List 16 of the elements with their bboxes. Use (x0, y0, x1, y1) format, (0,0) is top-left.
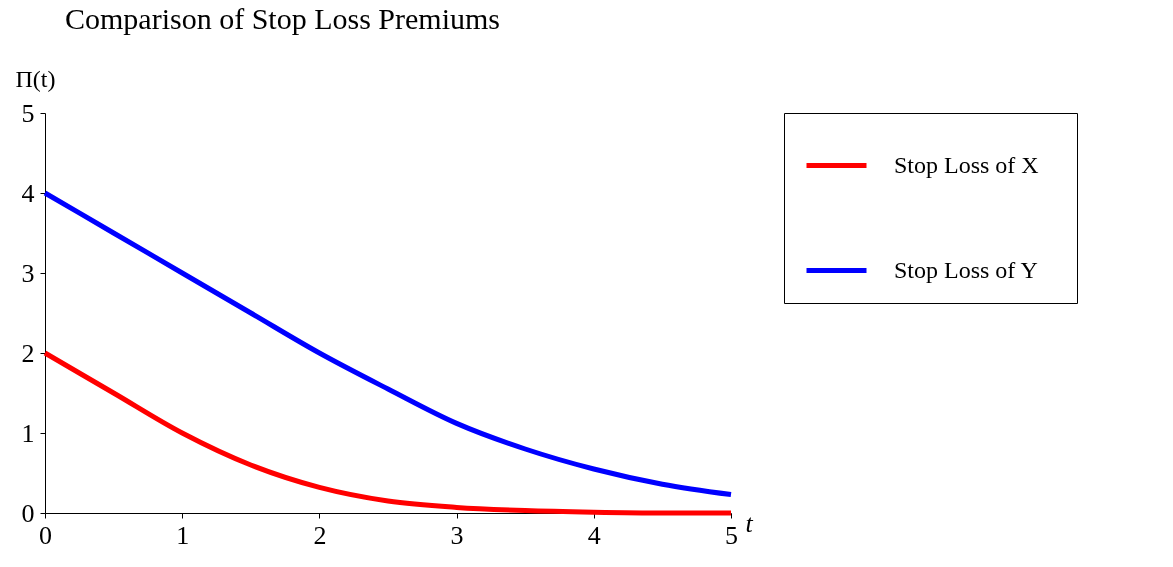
x-tick-label: 5 (725, 520, 738, 550)
y-axis-title: Π(t) (15, 65, 56, 92)
y-tick-label: 0 (21, 498, 35, 528)
x-tick-label: 1 (176, 520, 190, 550)
y-tick-label: 2 (21, 338, 35, 368)
chart-title: Comparison of Stop Loss Premiums (65, 2, 501, 35)
x-tick-label: 3 (450, 520, 464, 550)
y-tick-label: 4 (21, 178, 35, 208)
legend-label: Stop Loss of X (894, 151, 1039, 178)
x-tick-label: 2 (313, 520, 327, 550)
y-tick-label: 3 (21, 258, 35, 288)
legend-label: Stop Loss of Y (894, 256, 1038, 283)
x-tick-label: 4 (587, 520, 601, 550)
y-tick-label: 1 (21, 418, 35, 448)
x-axis-title: t (745, 508, 754, 538)
y-tick-label: 5 (21, 98, 35, 128)
